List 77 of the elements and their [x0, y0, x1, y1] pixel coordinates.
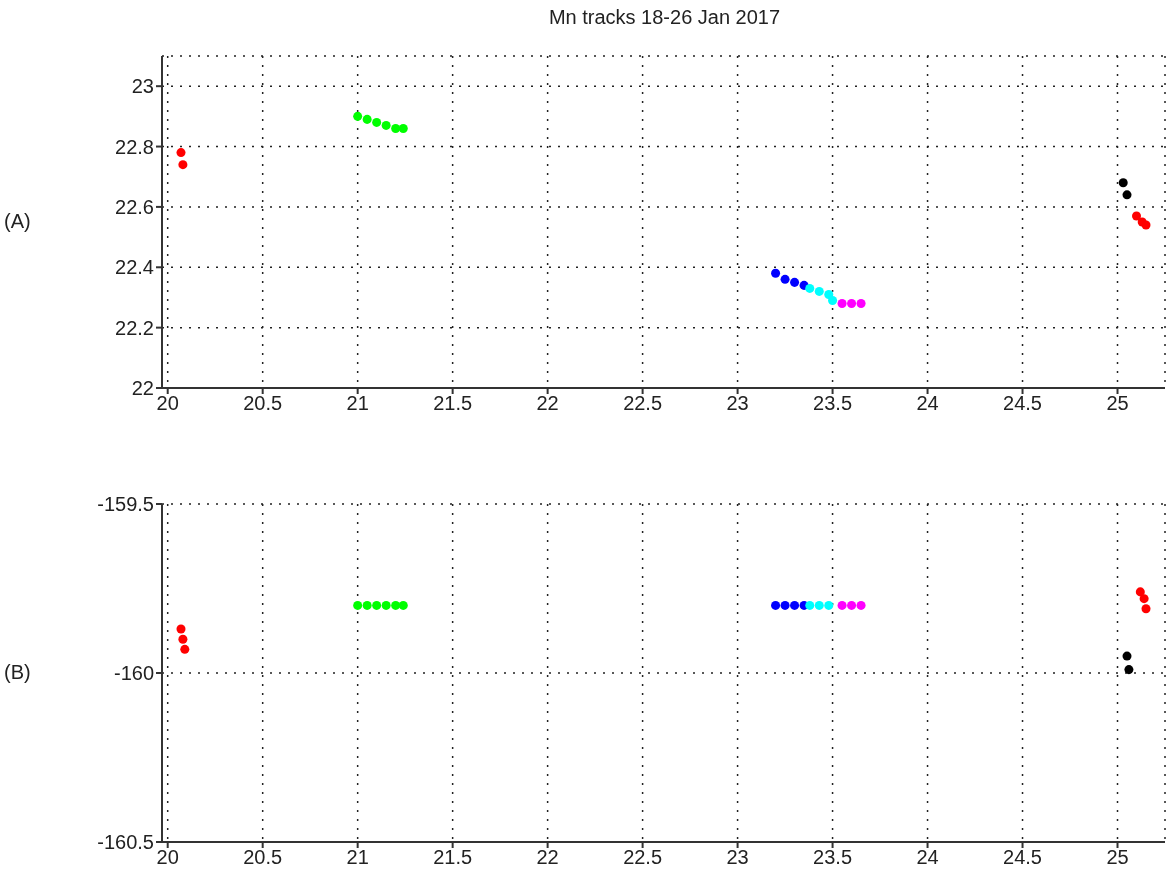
x-tick-label: 23 — [726, 392, 749, 415]
x-tick-label: 21.5 — [433, 846, 473, 869]
y-tick-label: 23 — [131, 75, 154, 98]
point — [1122, 190, 1132, 200]
x-tick-label: 21.5 — [433, 392, 473, 415]
x-tick-label: 24.5 — [1003, 392, 1042, 415]
x-tick-label: 21 — [346, 392, 369, 415]
point — [372, 117, 382, 127]
point — [1118, 178, 1128, 188]
x-tick-label: 23.5 — [813, 392, 853, 415]
point — [771, 600, 781, 610]
y-tick-label: -160.5 — [97, 831, 154, 854]
x-tick-label: 20 — [156, 846, 179, 869]
point — [814, 600, 824, 610]
point — [178, 634, 188, 644]
x-tick-label: 24.5 — [1003, 846, 1042, 869]
y-tick-label: 22 — [131, 377, 154, 400]
point — [176, 624, 186, 634]
point — [1141, 220, 1151, 230]
point — [856, 298, 866, 308]
point — [353, 111, 363, 121]
point — [381, 120, 391, 130]
point — [180, 644, 190, 654]
x-tick-label: 25 — [1106, 392, 1129, 415]
point — [771, 268, 781, 278]
x-tick-label: 22 — [536, 392, 559, 415]
x-tick-label: 25 — [1106, 846, 1129, 869]
point — [1139, 594, 1149, 604]
point — [398, 600, 408, 610]
point — [805, 600, 815, 610]
point — [847, 600, 857, 610]
x-tick-label: 23.5 — [813, 846, 853, 869]
point — [372, 600, 382, 610]
point — [1131, 211, 1142, 221]
point — [391, 600, 401, 610]
x-tick-label: 20 — [156, 392, 179, 415]
text: (A) — [4, 210, 31, 233]
x-tick-label: 22.5 — [623, 392, 663, 415]
point — [814, 286, 824, 296]
point — [362, 114, 372, 124]
x-tick-label: 20.5 — [243, 392, 283, 415]
point — [1141, 604, 1151, 614]
x-tick-label: 22 — [536, 846, 559, 869]
point — [178, 160, 188, 170]
point — [780, 274, 790, 284]
point — [805, 283, 815, 293]
point — [362, 600, 372, 610]
x-tick-label: 20.5 — [243, 846, 283, 869]
point — [790, 600, 800, 610]
point — [856, 600, 866, 610]
y-tick-label: 22.8 — [115, 135, 154, 158]
point — [828, 295, 838, 305]
x-tick-label: 24 — [916, 846, 939, 869]
x-tick-label: 21 — [346, 846, 369, 869]
point — [837, 600, 847, 610]
point — [1122, 651, 1132, 661]
point — [1124, 665, 1134, 675]
y-tick-label: -160 — [113, 662, 154, 685]
point — [398, 123, 408, 133]
x-tick-label: 23 — [726, 846, 749, 869]
y-tick-label: 22.2 — [115, 316, 154, 339]
y-tick-label: 22.6 — [115, 196, 154, 219]
x-tick-label: 22.5 — [623, 846, 663, 869]
y-tick-label: -159.5 — [97, 493, 154, 516]
point — [780, 600, 790, 610]
point — [381, 600, 391, 610]
point — [837, 298, 847, 308]
text: (B) — [4, 661, 31, 684]
y-tick-label: 22.4 — [115, 256, 154, 279]
x-tick-label: 24 — [916, 392, 939, 415]
point — [824, 600, 834, 610]
point — [847, 298, 857, 308]
point — [176, 148, 186, 158]
chart-title: Mn tracks 18-26 Jan 2017 — [547, 6, 782, 29]
point — [790, 277, 800, 287]
point — [353, 600, 363, 610]
point — [391, 123, 401, 133]
